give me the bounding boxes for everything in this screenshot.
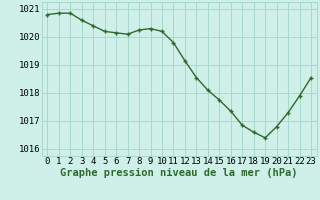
X-axis label: Graphe pression niveau de la mer (hPa): Graphe pression niveau de la mer (hPa) bbox=[60, 168, 298, 178]
